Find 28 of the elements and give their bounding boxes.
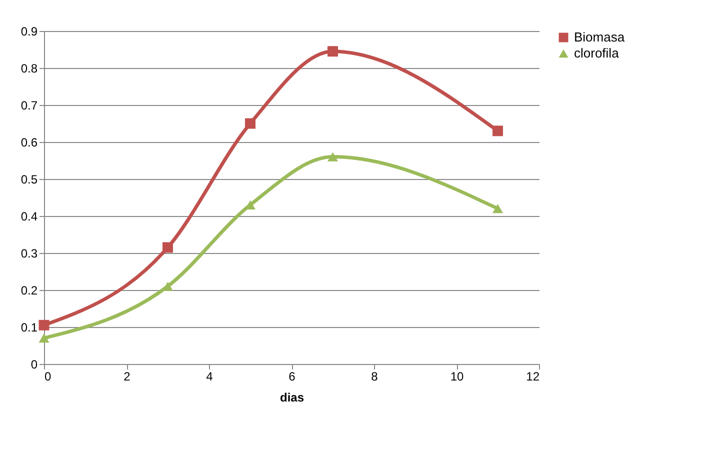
x-axis-title: dias [280, 390, 304, 404]
y-tick-label: 0.4 [20, 210, 38, 224]
y-tick-label: 0.9 [20, 24, 38, 38]
x-tick-label: 12 [526, 370, 540, 384]
legend-label: clorofila [574, 46, 620, 60]
x-tick-label: 4 [206, 370, 214, 384]
x-tick-label: 6 [288, 370, 296, 384]
y-tick-label: 0.1 [20, 320, 38, 334]
point [245, 118, 256, 129]
x-tick-label: 0 [44, 370, 52, 384]
point [38, 334, 50, 343]
x-tick-label: 8 [371, 370, 378, 384]
point [38, 320, 50, 330]
point [492, 204, 503, 214]
y-tick-label: 0.7 [20, 98, 38, 112]
y-tick-label: 0.6 [20, 136, 38, 150]
y-tick-label: 0.3 [20, 246, 38, 260]
point [328, 46, 338, 57]
point [328, 152, 338, 162]
x-tick-label: 2 [124, 370, 131, 384]
y-tick-label: 0 [30, 358, 38, 372]
y-tick-label: 0.2 [20, 284, 38, 298]
y-tick-label: 0.5 [20, 172, 38, 186]
point [492, 126, 503, 136]
legend-label: Biomasa [574, 30, 626, 44]
point [162, 242, 173, 253]
x-tick-label: 10 [450, 370, 464, 384]
y-tick-label: 0.8 [20, 62, 38, 76]
